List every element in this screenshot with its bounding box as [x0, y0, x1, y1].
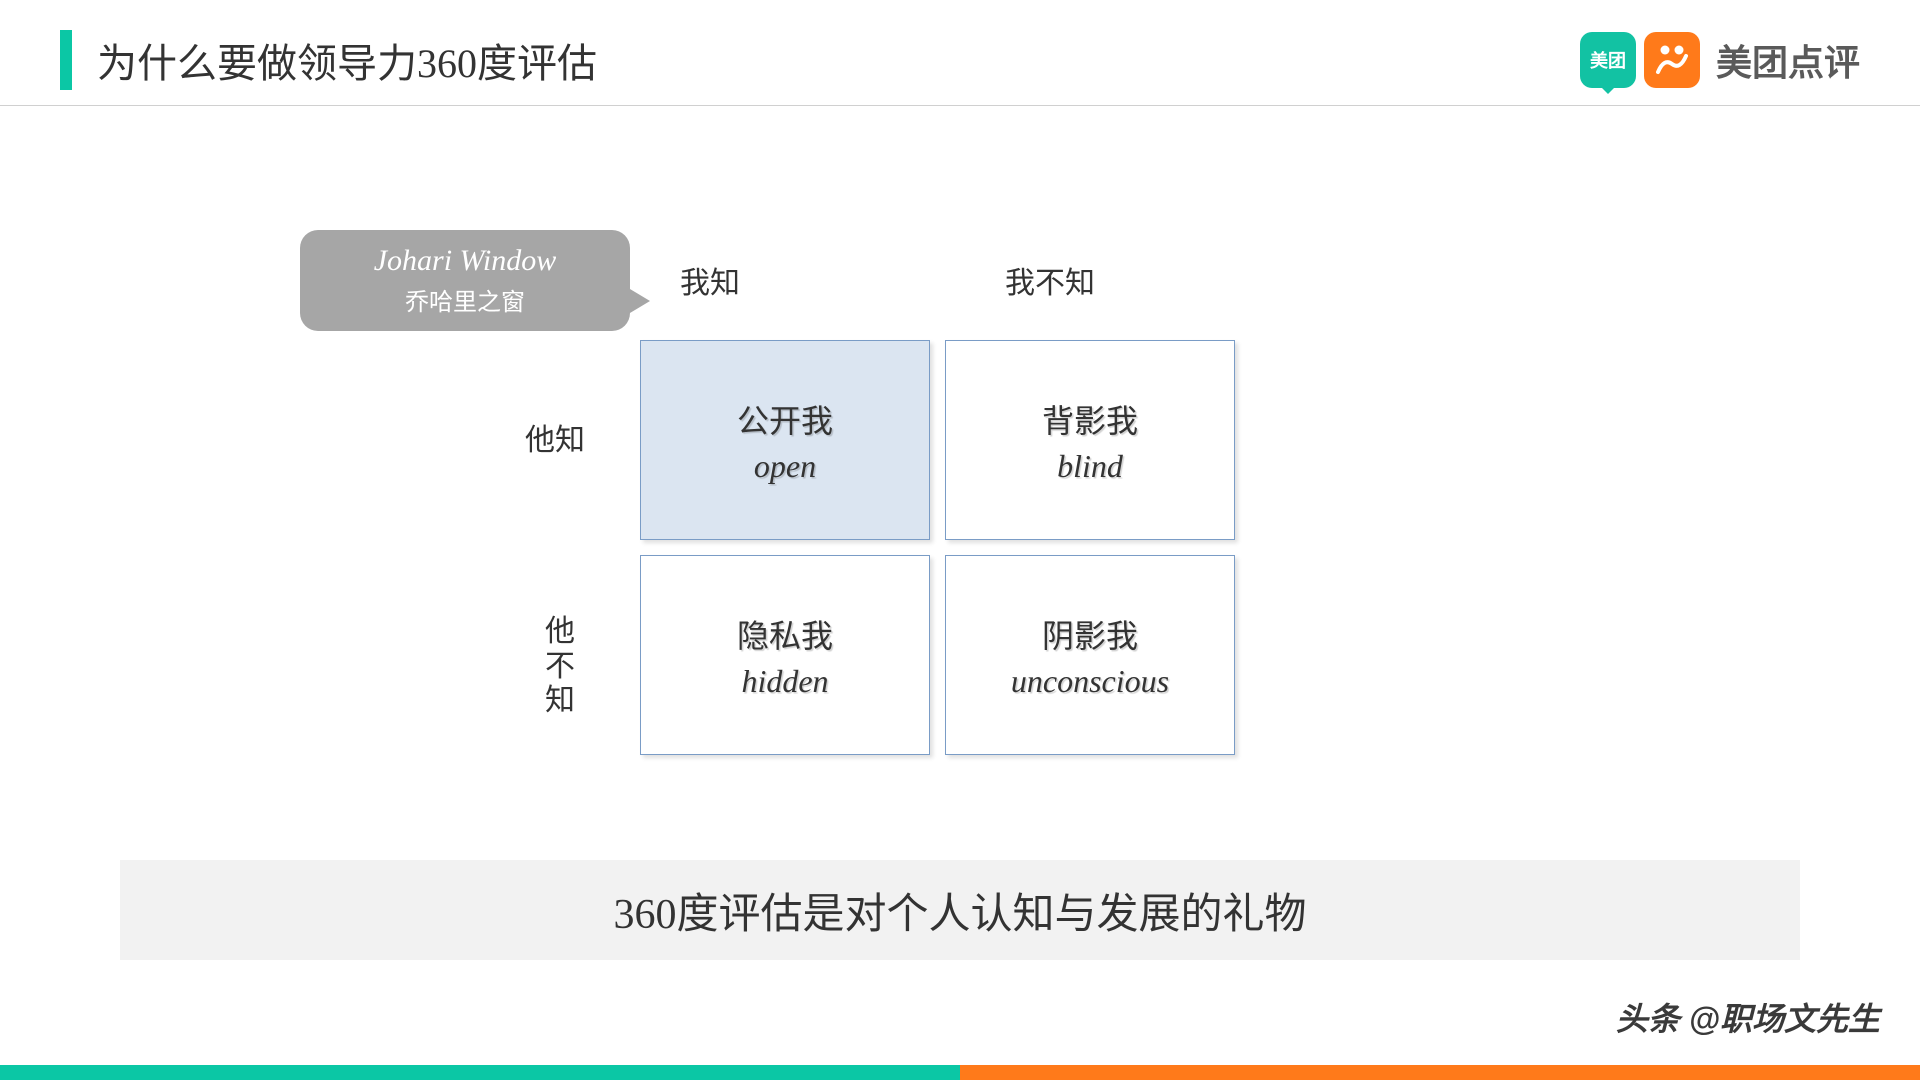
column-headers: 我知 我不知: [640, 258, 1120, 302]
diagram-label-bubble: Johari Window 乔哈里之窗: [300, 230, 630, 331]
cell-blind-cn: 背影我: [1042, 396, 1138, 442]
slide-header: 为什么要做领导力360度评估 美团 美团点评: [0, 0, 1920, 106]
summary-text: 360度评估是对个人认知与发展的礼物: [613, 880, 1306, 941]
bubble-title-en: Johari Window: [320, 244, 610, 278]
cell-hidden-en: hidden: [741, 663, 828, 700]
source-credit: 头条 @职场文先生: [1616, 994, 1880, 1040]
col-header-1: 我知: [640, 258, 780, 302]
bubble-title-cn: 乔哈里之窗: [320, 282, 610, 317]
meituan-logo-icon: 美团: [1580, 32, 1636, 88]
cell-open: 公开我 open: [640, 340, 930, 540]
col-header-2: 我不知: [980, 258, 1120, 302]
summary-banner: 360度评估是对个人认知与发展的礼物: [120, 860, 1800, 960]
cell-blind-en: blind: [1057, 448, 1123, 485]
cell-hidden: 隐私我 hidden: [640, 555, 930, 755]
johari-grid: 公开我 open 背影我 blind 隐私我 hidden 阴影我 uncons…: [640, 340, 1235, 755]
cell-unconscious-en: unconscious: [1011, 663, 1169, 700]
cell-blind: 背影我 blind: [945, 340, 1235, 540]
cell-unconscious-cn: 阴影我: [1042, 611, 1138, 657]
footer-bar-teal: [0, 1065, 960, 1080]
title-block: 为什么要做领导力360度评估: [60, 30, 597, 90]
cell-hidden-cn: 隐私我: [737, 611, 833, 657]
row-header-2: 他不知: [545, 615, 575, 719]
slide-title: 为什么要做领导力360度评估: [97, 31, 597, 89]
footer-color-bar: [0, 1065, 1920, 1080]
cell-open-cn: 公开我: [737, 396, 833, 442]
dianping-logo-icon: [1644, 32, 1700, 88]
cell-open-en: open: [754, 448, 816, 485]
logo-block: 美团 美团点评: [1580, 32, 1860, 88]
accent-bar: [60, 30, 72, 90]
brand-name: 美团点评: [1716, 34, 1860, 86]
row-header-1: 他知: [525, 415, 585, 459]
logo1-text: 美团: [1590, 47, 1626, 73]
cell-unconscious: 阴影我 unconscious: [945, 555, 1235, 755]
footer-bar-orange: [960, 1065, 1920, 1080]
